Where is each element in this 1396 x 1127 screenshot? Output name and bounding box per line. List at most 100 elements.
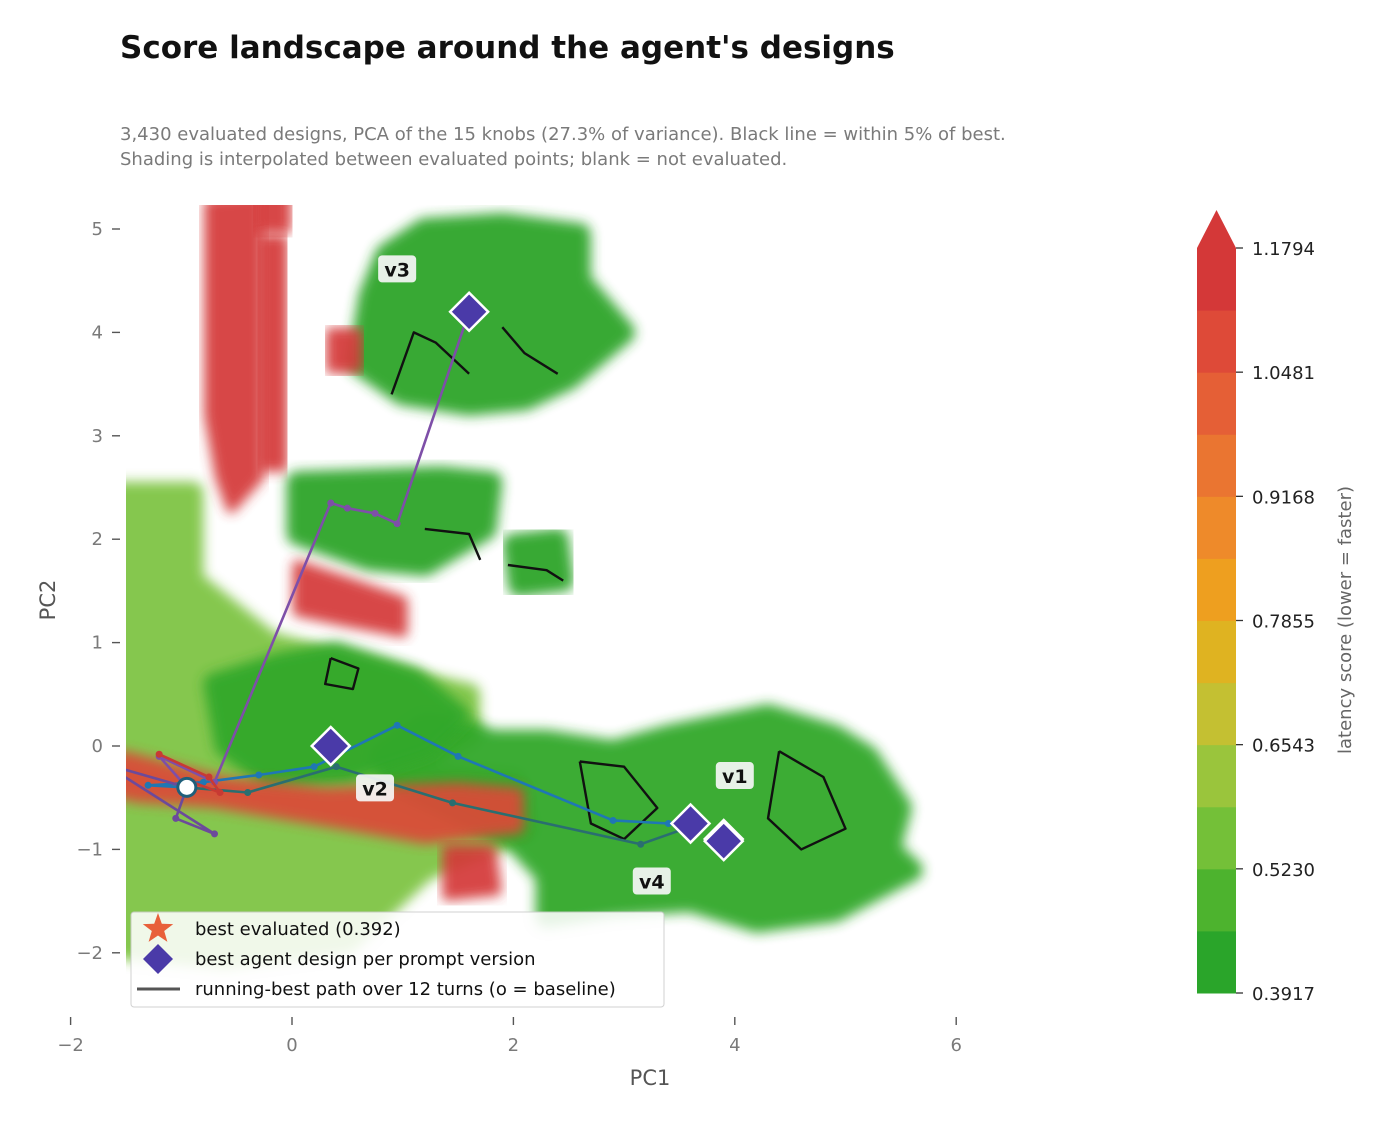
y-tick-label: −2 xyxy=(76,943,103,964)
colorbar-segment xyxy=(1197,558,1236,621)
colorbar-segment xyxy=(1197,806,1236,870)
hot-spot-region xyxy=(253,205,292,234)
star-icon xyxy=(142,913,174,942)
path-point xyxy=(172,814,180,822)
near-best-contour xyxy=(424,527,482,561)
path-point xyxy=(371,509,379,517)
y-tick-label: 3 xyxy=(92,426,103,447)
path-point xyxy=(454,752,462,760)
path-point xyxy=(216,789,224,797)
design-diamond-v2 xyxy=(309,725,352,767)
colorbar-tick-label: 0.9168 xyxy=(1252,487,1315,508)
colorbar-segment xyxy=(1197,434,1236,497)
annotation-box xyxy=(356,774,395,802)
hot-spot-region xyxy=(442,844,502,901)
hot-spot-region xyxy=(126,751,524,845)
path-point xyxy=(332,763,340,771)
path-point xyxy=(637,840,645,848)
near-best-contour xyxy=(766,750,847,851)
colorbar-extend-arrow xyxy=(1197,210,1236,248)
path-point xyxy=(664,820,672,828)
path-point xyxy=(609,816,617,824)
colorbar-segment xyxy=(1197,620,1236,684)
x-tick-label: 4 xyxy=(729,1035,740,1056)
x-tick-label: 6 xyxy=(950,1035,961,1056)
annotation-box xyxy=(378,255,417,283)
path-point xyxy=(393,721,401,729)
colorbar-tick-label: 1.0481 xyxy=(1252,363,1315,384)
path-point xyxy=(343,504,351,512)
y-tick-label: 0 xyxy=(92,736,103,757)
path-point xyxy=(205,773,213,781)
colorbar-segment xyxy=(1197,248,1236,311)
hot-spot-region xyxy=(257,234,289,472)
x-tick-label: 2 xyxy=(508,1035,519,1056)
hot-spot-region xyxy=(292,560,408,638)
colorbar-segment xyxy=(1197,682,1236,746)
legend-label-2: best agent design per prompt version xyxy=(195,949,536,970)
path-point xyxy=(211,830,219,838)
design-label-v4: v4 xyxy=(639,871,665,893)
y-axis-label: PC2 xyxy=(36,580,60,621)
path-line xyxy=(186,765,691,846)
y-tick-label: 2 xyxy=(92,529,103,550)
near-best-contour xyxy=(501,326,559,375)
legend: best evaluated (0.392) best agent design … xyxy=(130,911,665,1008)
path-point xyxy=(100,760,107,767)
colorbar-segment xyxy=(1197,868,1236,932)
path-point xyxy=(144,781,152,789)
path-point xyxy=(155,750,163,758)
path-point xyxy=(327,499,335,507)
colorbar: 0.3917 0.5230 0.6543 0.7855 0.9168 1.0481 1.17… xyxy=(1197,210,1356,1005)
landscape-shading xyxy=(126,205,923,969)
x-tick-label: 0 xyxy=(286,1035,297,1056)
path-point xyxy=(199,778,207,786)
path-point xyxy=(244,789,252,797)
path-line xyxy=(158,753,222,794)
legend-box xyxy=(130,911,665,1008)
design-label-v3: v3 xyxy=(384,259,410,281)
design-diamond-extra xyxy=(702,820,745,862)
legend-label-1: best evaluated (0.392) xyxy=(195,919,401,940)
colorbar-label: latency score (lower = faster) xyxy=(1335,486,1356,754)
path-point xyxy=(449,799,457,807)
running-best-paths xyxy=(100,308,695,848)
shaded-region xyxy=(203,641,470,788)
x-tick-label: −2 xyxy=(57,1035,84,1056)
design-markers: v1 v2 v3 v4 xyxy=(176,255,754,895)
colorbar-segment xyxy=(1197,372,1236,435)
x-axis-label: PC1 xyxy=(630,1066,671,1090)
design-diamond-v3 xyxy=(448,290,490,333)
annotation-box xyxy=(715,762,754,790)
chart-subtitle-line-1: 3,430 evaluated designs, PCA of the 15 k… xyxy=(120,124,1006,145)
y-tick-label: 5 xyxy=(92,219,103,240)
colorbar-segment xyxy=(1197,496,1236,559)
design-label-v1: v1 xyxy=(722,766,748,788)
legend-label-3: running-best path over 12 turns (o = bas… xyxy=(195,979,616,1000)
axes: −2 0 2 4 6 −2 −1 0 1 2 3 4 5 PC1 PC2 xyxy=(36,219,962,1090)
y-tick-label: 1 xyxy=(92,633,103,654)
colorbar-tick-label: 0.6543 xyxy=(1252,736,1315,757)
near-best-contour xyxy=(324,656,360,691)
shaded-region xyxy=(502,528,575,597)
path-point xyxy=(255,771,263,779)
near-best-contour xyxy=(578,760,659,841)
path-point xyxy=(310,763,318,771)
design-label-v2: v2 xyxy=(362,778,388,800)
hot-spot-region xyxy=(325,327,364,374)
chart-title: Score landscape around the agent's desig… xyxy=(120,30,895,66)
y-tick-label: 4 xyxy=(92,322,103,343)
annotation-box xyxy=(632,867,671,895)
colorbar-segment xyxy=(1197,744,1236,808)
path-point xyxy=(393,520,401,528)
colorbar-tick-label: 1.1794 xyxy=(1252,239,1315,260)
colorbar-tick-label: 0.3917 xyxy=(1252,984,1315,1005)
near-best-contour xyxy=(507,563,564,582)
path-line xyxy=(157,311,471,789)
colorbar-tick-label: 0.5230 xyxy=(1252,860,1315,881)
design-diamond-v1 xyxy=(669,802,712,845)
colorbar-segment xyxy=(1197,310,1236,373)
colorbar-segment xyxy=(1197,930,1236,994)
diamond-icon xyxy=(143,944,173,974)
